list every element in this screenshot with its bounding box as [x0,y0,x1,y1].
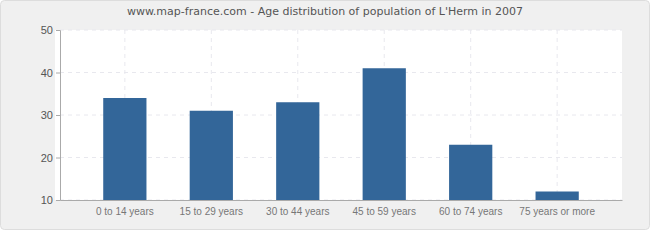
grid [60,30,622,200]
bar [276,102,319,200]
tick-label: 60 to 74 years [439,206,502,217]
bar [190,111,233,200]
tick-label: 0 to 14 years [96,206,154,217]
tick-label: 10 [41,194,53,206]
tick-mark [56,115,60,116]
plot-area [55,30,622,200]
grid-line [60,72,622,73]
bar [449,145,492,200]
bar [103,98,146,200]
tick-label: 75 years or more [519,206,595,217]
grid-line [557,30,558,200]
tick-label: 40 [41,67,53,79]
tick: 40 [41,67,60,79]
tick-mark [56,73,60,74]
tick-label: 30 [41,109,53,121]
tick-label: 50 [41,24,53,36]
tick: 75 years or more [519,200,595,217]
tick-label: 15 to 29 years [180,206,243,217]
y-axis: 10 20 30 40 50 [41,24,61,206]
grid-line [60,30,622,31]
tick-mark [56,158,60,159]
tick: 0 to 14 years [96,200,154,217]
tick-label: 30 to 44 years [266,206,329,217]
tick: 15 to 29 years [180,200,243,217]
bars [103,68,579,200]
tick-label: 45 to 59 years [353,206,416,217]
bar [536,192,579,201]
background [1,1,650,230]
tick: 30 to 44 years [266,200,329,217]
tick: 30 [41,109,60,121]
tick: 50 [41,24,60,36]
tick-mark [56,30,60,31]
title: www.map-france.com - Age distribution of… [127,5,523,18]
bar [363,68,406,200]
axis-line [56,31,61,201]
tick: 10 [41,194,60,206]
x-axis: 0 to 14 years 15 to 29 years 30 to 44 year… [61,200,623,217]
tick: 60 to 74 years [439,200,502,217]
tick: 20 [41,152,60,164]
axis-line [61,200,623,201]
tick-mark [56,200,60,201]
tick: 45 to 59 years [353,200,416,217]
tick-label: 20 [41,152,53,164]
chart: www.map-france.com - Age distribution of… [0,0,650,230]
